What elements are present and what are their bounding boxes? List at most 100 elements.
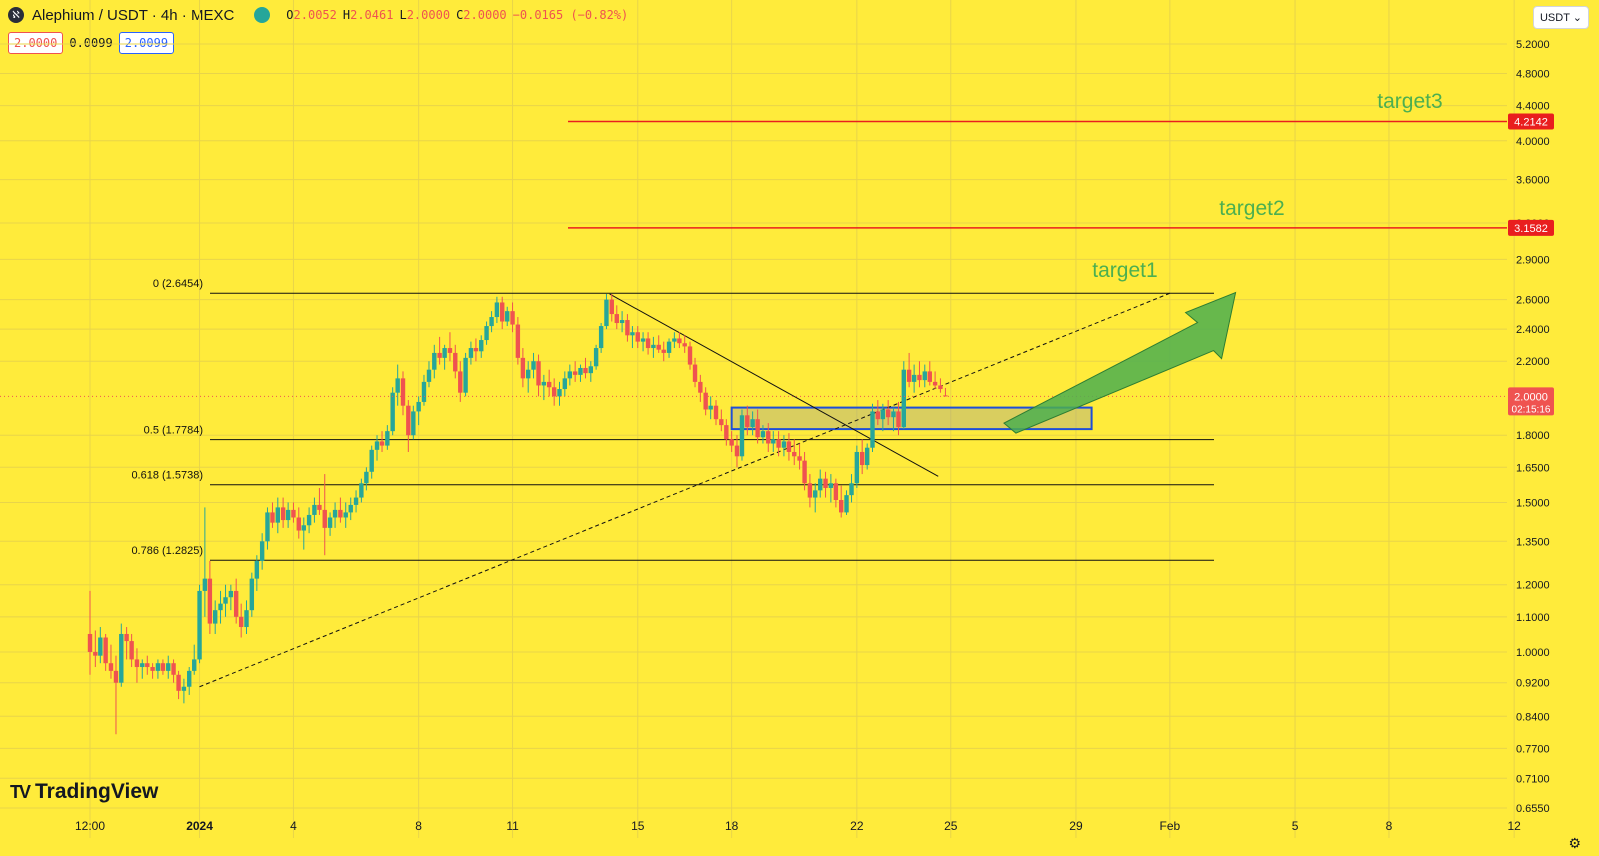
price-badge-label: 4.2142 <box>1514 117 1548 129</box>
candle-body <box>218 603 223 611</box>
candle-body <box>698 381 703 393</box>
candle-body <box>551 387 557 397</box>
candle-body <box>275 507 280 523</box>
candle-body <box>468 348 474 358</box>
candle-body <box>228 590 234 598</box>
candle-body <box>943 395 948 397</box>
candle-body <box>510 311 515 325</box>
candle-body <box>724 425 729 440</box>
price-tick-label: 1.6500 <box>1516 462 1550 474</box>
candle-body <box>140 663 145 668</box>
candle-body <box>917 374 922 381</box>
buy-price-button[interactable]: 2.0099 <box>118 32 175 54</box>
candle-body <box>578 367 583 375</box>
time-tick-label: 4 <box>290 819 297 833</box>
symbol-icon[interactable]: ℵ <box>8 7 24 23</box>
candle-countdown: 02:15:16 <box>1512 404 1551 415</box>
candle-body <box>687 346 693 365</box>
candle-body <box>849 483 854 496</box>
candle-body <box>374 441 380 450</box>
candle-body <box>176 674 181 691</box>
symbol-title[interactable]: Alephium / USDT · 4h · MEXC <box>32 6 235 24</box>
candle-body <box>494 302 500 318</box>
candle-body <box>614 314 619 324</box>
target-arrow <box>1003 291 1237 434</box>
tradingview-wordmark: TradingView <box>35 780 159 803</box>
candle-body <box>119 633 124 683</box>
candle-body <box>332 509 338 518</box>
candle-body <box>442 348 447 358</box>
price-badge <box>1508 219 1554 236</box>
ohlc-open: O2.0052 <box>286 8 337 22</box>
gear-icon[interactable]: ⚙ <box>1568 835 1581 851</box>
candle-body <box>489 317 494 327</box>
price-tick-label: 4.4000 <box>1516 101 1550 113</box>
ohlc-change: −0.0165 (−0.82%) <box>512 8 629 22</box>
candle-body <box>500 302 505 322</box>
candle-body <box>776 439 781 448</box>
candle-body <box>713 405 719 420</box>
candle-body <box>802 460 807 484</box>
candle-body <box>270 512 275 523</box>
candle-body <box>416 401 421 412</box>
candle-body <box>901 369 906 428</box>
fib-level-label: 0.618 (1.5738) <box>131 470 203 482</box>
candle-body <box>651 344 656 349</box>
candle-body <box>447 348 453 353</box>
candle-body <box>390 392 395 432</box>
candle-body <box>672 338 677 342</box>
time-tick-label: 8 <box>1386 819 1393 833</box>
candle-body <box>844 495 849 513</box>
candle-body <box>760 431 766 438</box>
candle-body <box>598 326 604 349</box>
candle-body <box>567 371 573 379</box>
candle-body <box>291 509 296 518</box>
time-tick-label: 5 <box>1292 819 1299 833</box>
price-tick-label: 4.8000 <box>1516 69 1550 81</box>
candle-body <box>734 445 740 457</box>
time-tick-label: 2024 <box>186 819 213 833</box>
candle-body <box>880 409 886 420</box>
price-tick-label: 1.3500 <box>1516 536 1550 548</box>
candle-body <box>453 352 458 372</box>
descending-trendline <box>609 293 939 477</box>
candle-body <box>379 441 385 446</box>
price-tick-label: 0.6550 <box>1516 803 1550 815</box>
price-tick-label: 5.2000 <box>1516 39 1550 51</box>
ohlc-close: C2.0000 <box>456 8 507 22</box>
price-tick-label: 2.4000 <box>1516 324 1550 336</box>
candle-body <box>223 597 228 604</box>
currency-select[interactable]: USDT ⌄ <box>1532 6 1589 29</box>
candle-body <box>327 517 333 528</box>
candle-body <box>792 451 797 457</box>
candle-body <box>739 415 745 457</box>
candle-body <box>927 371 932 382</box>
candle-body <box>833 483 839 500</box>
ohlc-low: L2.0000 <box>399 8 451 22</box>
time-tick-label: 22 <box>850 819 864 833</box>
candle-body <box>187 670 192 687</box>
last-price-value: 2.0000 <box>1514 391 1548 403</box>
candle-body <box>353 497 359 505</box>
candle-body <box>839 499 844 513</box>
candle-body <box>312 504 317 515</box>
time-tick-label: Feb <box>1160 819 1181 833</box>
price-tick-label: 1.8000 <box>1516 430 1550 442</box>
candle-body <box>531 361 536 370</box>
ohlc-high: H2.0461 <box>342 8 394 22</box>
candle-body <box>666 341 672 353</box>
candle-body <box>813 490 818 498</box>
time-tick-label: 12:00 <box>75 819 105 833</box>
candle-body <box>771 439 776 444</box>
price-tick-label: 4.0000 <box>1516 136 1550 148</box>
candle-body <box>129 641 134 660</box>
ohlc-readout: O2.0052 H2.0461 L2.0000 C2.0000 −0.0165 … <box>286 8 628 22</box>
sell-price-button[interactable]: 2.0000 <box>8 32 64 54</box>
fib-level-label: 0.786 (1.2825) <box>131 545 203 557</box>
candle-body <box>364 471 369 484</box>
price-tick-label: 3.6000 <box>1516 175 1550 187</box>
last-price-badge <box>1508 387 1554 416</box>
candle-body <box>202 578 208 591</box>
candle-body <box>541 381 547 386</box>
